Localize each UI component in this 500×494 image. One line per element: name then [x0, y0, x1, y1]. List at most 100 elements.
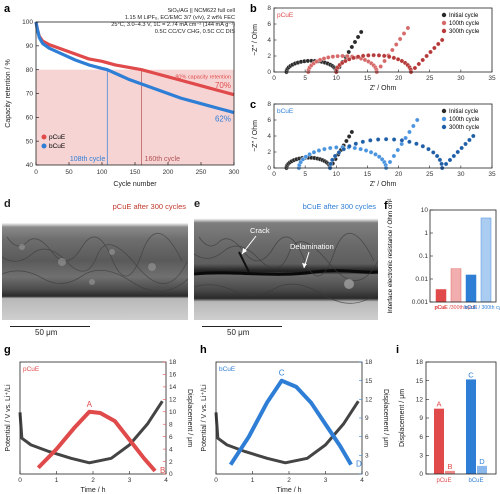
y-right-tick-label: 6 [365, 434, 369, 441]
nyquist-tail-point [459, 145, 464, 151]
threshold-region [36, 69, 234, 165]
nyquist-point [351, 55, 356, 61]
y-tick-label: 40 [26, 162, 34, 169]
y-tick-label: 15 [416, 378, 424, 385]
legend-marker [441, 108, 447, 114]
nyquist-point [346, 57, 352, 62]
nyquist-point [334, 145, 339, 150]
x-tick-label: 20 [395, 171, 403, 178]
nyquist-tail-point [349, 129, 355, 135]
x-tick-label: 3 [324, 477, 328, 484]
annotation-arrows [241, 235, 310, 269]
cycle-label-bcue: 108th cycle [70, 156, 106, 163]
nyquist-point [371, 52, 376, 58]
nyquist-point [311, 150, 317, 155]
nyquist-point [434, 153, 440, 159]
y-tick-label: 0.1 [419, 253, 428, 260]
bar-2 [465, 274, 477, 303]
nyquist-tail-point [424, 53, 429, 59]
bar-0 [435, 289, 447, 303]
y-right-tick-label: 16 [169, 372, 177, 379]
nyquist-tail-point [447, 157, 453, 163]
nyquist-point [383, 136, 389, 142]
y-tick-label: 4 [267, 133, 271, 140]
nyquist-point [332, 153, 338, 159]
nyquist-tail-point [355, 34, 361, 40]
y-tick-label: 6 [419, 434, 423, 441]
y-tick-label: 50 [26, 138, 34, 145]
x-tick-label: 0 [272, 75, 276, 82]
x-axis-label: Z′ / Ohm [370, 85, 397, 92]
nyquist-point [327, 145, 333, 151]
legend-marker [441, 28, 447, 34]
cycle-label-pcue: 160th cycle [145, 156, 181, 163]
legend-marker [41, 134, 47, 140]
point-end: D [356, 460, 362, 469]
point-end: B [160, 466, 165, 475]
x-tick-label: 50 [65, 169, 73, 176]
nyquist-tail-point [443, 161, 449, 167]
nyquist-tail-point [358, 29, 364, 35]
nyquist-tail-point [382, 58, 387, 64]
x-tick-label: 1 [251, 477, 255, 484]
x-tick-label: 10 [333, 75, 341, 82]
legend-marker [41, 143, 47, 149]
sem-d-title: pCuE after 300 cycles [112, 202, 186, 211]
nyquist-tail-point [416, 61, 422, 67]
delamination-label: Delamination [290, 242, 334, 251]
y-left-label: Potential / V vs. Li⁺/Li [5, 384, 12, 452]
y-right-tick-label: 6 [169, 434, 173, 441]
nyquist-point [355, 54, 361, 59]
nyquist-point [426, 146, 431, 152]
nyquist-point [307, 152, 312, 157]
y-right-label: Displacement / μm [186, 389, 193, 447]
nyquist-point [439, 161, 444, 167]
y-tick-label: 3 [419, 453, 423, 460]
nyquist-point [341, 146, 346, 152]
legend-marker [441, 12, 447, 18]
y-tick-label: 0 [419, 471, 423, 478]
bar-C [466, 379, 476, 474]
panel-label-b: b [250, 3, 257, 15]
y-right-tick-label: 9 [365, 415, 369, 422]
y-right-tick-label: 2 [169, 459, 173, 466]
nyquist-tail-point [451, 153, 457, 159]
nyquist-point [303, 154, 309, 160]
nyquist-point [326, 55, 331, 60]
nyquist-point [391, 55, 397, 61]
x-tick-label: 20 [395, 75, 403, 82]
x-tick-label: 2 [287, 477, 291, 484]
nyquist-tail-point [390, 47, 395, 53]
x-tick-label: 10 [333, 171, 341, 178]
y-right-tick-label: 3 [365, 453, 369, 460]
y-tick-label: 8 [267, 5, 271, 12]
y-right-tick-label: 0 [365, 471, 369, 478]
nyquist-tail-point [395, 147, 401, 153]
nyquist-tail-point [471, 133, 476, 139]
sem-image-d [2, 212, 188, 320]
category-label: bCuE [468, 478, 483, 484]
nyquist-point [358, 146, 363, 152]
nyquist-point [376, 53, 382, 58]
y-axis-label: −Z″ / Ohm [252, 120, 259, 152]
x-tick-label: 25 [426, 171, 434, 178]
x-tick-label: 250 [196, 169, 207, 176]
y-tick-label: 0 [267, 165, 271, 172]
sem-texture-e [194, 233, 378, 304]
panel-label-g: g [4, 344, 11, 356]
nyquist-tail-point [411, 123, 416, 129]
y-tick-label: 70 [26, 91, 34, 98]
x-tick-label: 15 [364, 75, 372, 82]
y-tick-label: 6 [267, 21, 271, 28]
x-tick-label: 0 [272, 171, 276, 178]
info-line-2: 1.15 M LiPF₆, EC/EMC 3/7 (v/v), 2 wt% FE… [124, 15, 235, 21]
nyquist-tail-point [463, 141, 468, 147]
series-potential [214, 400, 360, 465]
bar-label: C [468, 370, 474, 379]
sem-texture-d [2, 233, 188, 292]
scale-bar-e [202, 326, 282, 328]
nyquist-tail-point [439, 37, 445, 43]
nyquist-tail-point [401, 31, 407, 36]
nyquist-tail-point [412, 65, 418, 71]
